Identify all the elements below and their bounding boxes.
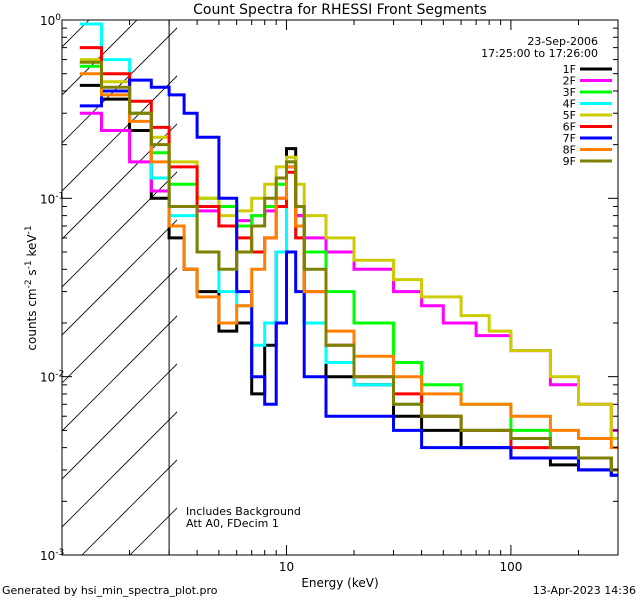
series-line-7f: [79, 78, 618, 477]
y-tick-label: 10-3: [40, 548, 64, 563]
legend-label-3f: 3F: [563, 86, 576, 99]
footer-timestamp: 13-Apr-2023 14:36: [533, 584, 636, 597]
hatch-line: [62, 363, 177, 480]
y-tick-label: 10-2: [40, 370, 64, 385]
annotation-attenuator: Att A0, FDecim 1: [186, 517, 279, 530]
footer-generated: Generated by hsi_min_spectra_plot.pro: [2, 584, 218, 597]
plot-frame: [61, 19, 619, 556]
legend-label-7f: 7F: [563, 132, 576, 145]
hatch-line: [62, 411, 177, 528]
hatch-line: [62, 123, 177, 240]
hatch-line: [62, 75, 177, 192]
y-axis-label: counts cm-2 s-1 keV-1: [24, 225, 39, 350]
series-line-8f: [79, 72, 618, 450]
legend-label-4f: 4F: [563, 98, 576, 111]
legend-label-5f: 5F: [563, 109, 576, 122]
hatch-line: [0, 0, 106, 555]
series-line-5f: [79, 58, 618, 440]
series-line-9f: [79, 60, 618, 472]
x-tick-label: 100: [499, 560, 522, 574]
y-tick-label: 100: [40, 13, 61, 28]
hatch-line: [514, 0, 640, 555]
legend-label-8f: 8F: [563, 144, 576, 157]
x-axis-label: Energy (keV): [301, 576, 378, 590]
hatch-line: [466, 0, 640, 555]
hatch-line: [0, 0, 10, 555]
hatch-line: [62, 219, 177, 336]
date-label: 23-Sep-2006: [527, 35, 598, 48]
y-axis: 100 10-1 10-2 10-3: [40, 13, 618, 563]
hatch-line: [62, 315, 177, 432]
legend-label-1f: 1F: [563, 63, 576, 76]
hatch-line: [81, 459, 177, 555]
hatch-line: [274, 0, 640, 555]
legend-label-6f: 6F: [563, 121, 576, 134]
hatch-line: [610, 0, 640, 555]
series-line-4f: [79, 22, 618, 472]
hatch-line: [62, 171, 177, 288]
hatch-line: [226, 0, 640, 555]
x-tick-label: 10: [279, 560, 294, 574]
x-axis: 10 100: [61, 20, 619, 574]
time-range-label: 17:25:00 to 17:26:00: [481, 47, 598, 60]
hatch-line: [62, 27, 177, 144]
hatched-region: [0, 0, 640, 555]
legend-label-9f: 9F: [563, 155, 576, 168]
series-group: [79, 22, 618, 477]
hatch-line: [370, 0, 640, 555]
legend-label-2f: 2F: [563, 75, 576, 88]
hatch-line: [418, 0, 640, 555]
series-line-6f: [79, 46, 618, 472]
y-tick-label: 10-1: [40, 191, 64, 206]
chart-title: Count Spectra for RHESSI Front Segments: [193, 2, 487, 18]
annotation-background: Includes Background: [186, 505, 301, 518]
hatch-line: [322, 0, 640, 555]
